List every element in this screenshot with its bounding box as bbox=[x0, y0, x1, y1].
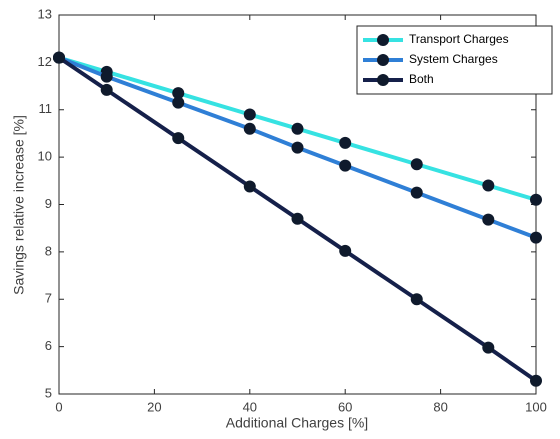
marker bbox=[339, 159, 352, 172]
y-axis-label: Savings relative increase [%] bbox=[11, 115, 27, 295]
legend: Transport Charges System Charges Both bbox=[356, 25, 553, 95]
x-tick-label: 60 bbox=[338, 399, 352, 414]
marker bbox=[100, 70, 113, 83]
x-axis-label: Additional Charges [%] bbox=[226, 415, 368, 431]
x-tick-label: 40 bbox=[243, 399, 257, 414]
marker bbox=[339, 244, 352, 257]
y-tick-label: 9 bbox=[45, 196, 52, 211]
marker bbox=[339, 136, 352, 149]
marker bbox=[482, 179, 495, 192]
legend-marker bbox=[377, 74, 389, 86]
y-tick-label: 5 bbox=[45, 385, 52, 400]
y-tick-label: 11 bbox=[39, 101, 53, 116]
marker bbox=[172, 96, 185, 109]
legend-marker bbox=[377, 34, 389, 46]
marker bbox=[530, 374, 542, 387]
marker bbox=[172, 132, 185, 145]
legend-label: Transport Charges bbox=[409, 32, 509, 46]
x-tick-label: 0 bbox=[55, 399, 62, 414]
marker bbox=[100, 83, 113, 96]
marker bbox=[172, 87, 185, 100]
marker bbox=[410, 158, 423, 171]
marker bbox=[530, 231, 542, 244]
marker bbox=[291, 212, 304, 225]
y-tick-label: 12 bbox=[38, 54, 52, 69]
marker bbox=[243, 180, 256, 193]
marker bbox=[482, 341, 495, 354]
marker bbox=[410, 186, 423, 199]
legend-label: Both bbox=[409, 72, 434, 86]
y-tick-label: 7 bbox=[45, 291, 52, 306]
marker bbox=[482, 213, 495, 226]
y-tick-label: 10 bbox=[38, 149, 52, 164]
marker bbox=[530, 193, 542, 206]
marker bbox=[243, 108, 256, 121]
y-tick-label: 13 bbox=[38, 6, 52, 21]
marker bbox=[291, 141, 304, 154]
marker bbox=[53, 51, 65, 64]
x-tick-label: 100 bbox=[525, 399, 547, 414]
marker bbox=[243, 122, 256, 135]
marker bbox=[410, 293, 423, 306]
marker bbox=[291, 122, 304, 135]
legend-label: System Charges bbox=[409, 52, 498, 66]
x-tick-label: 20 bbox=[147, 399, 161, 414]
y-tick-label: 8 bbox=[45, 243, 52, 258]
x-tick-label: 80 bbox=[433, 399, 447, 414]
legend-marker bbox=[377, 54, 389, 66]
y-tick-label: 6 bbox=[45, 338, 52, 353]
